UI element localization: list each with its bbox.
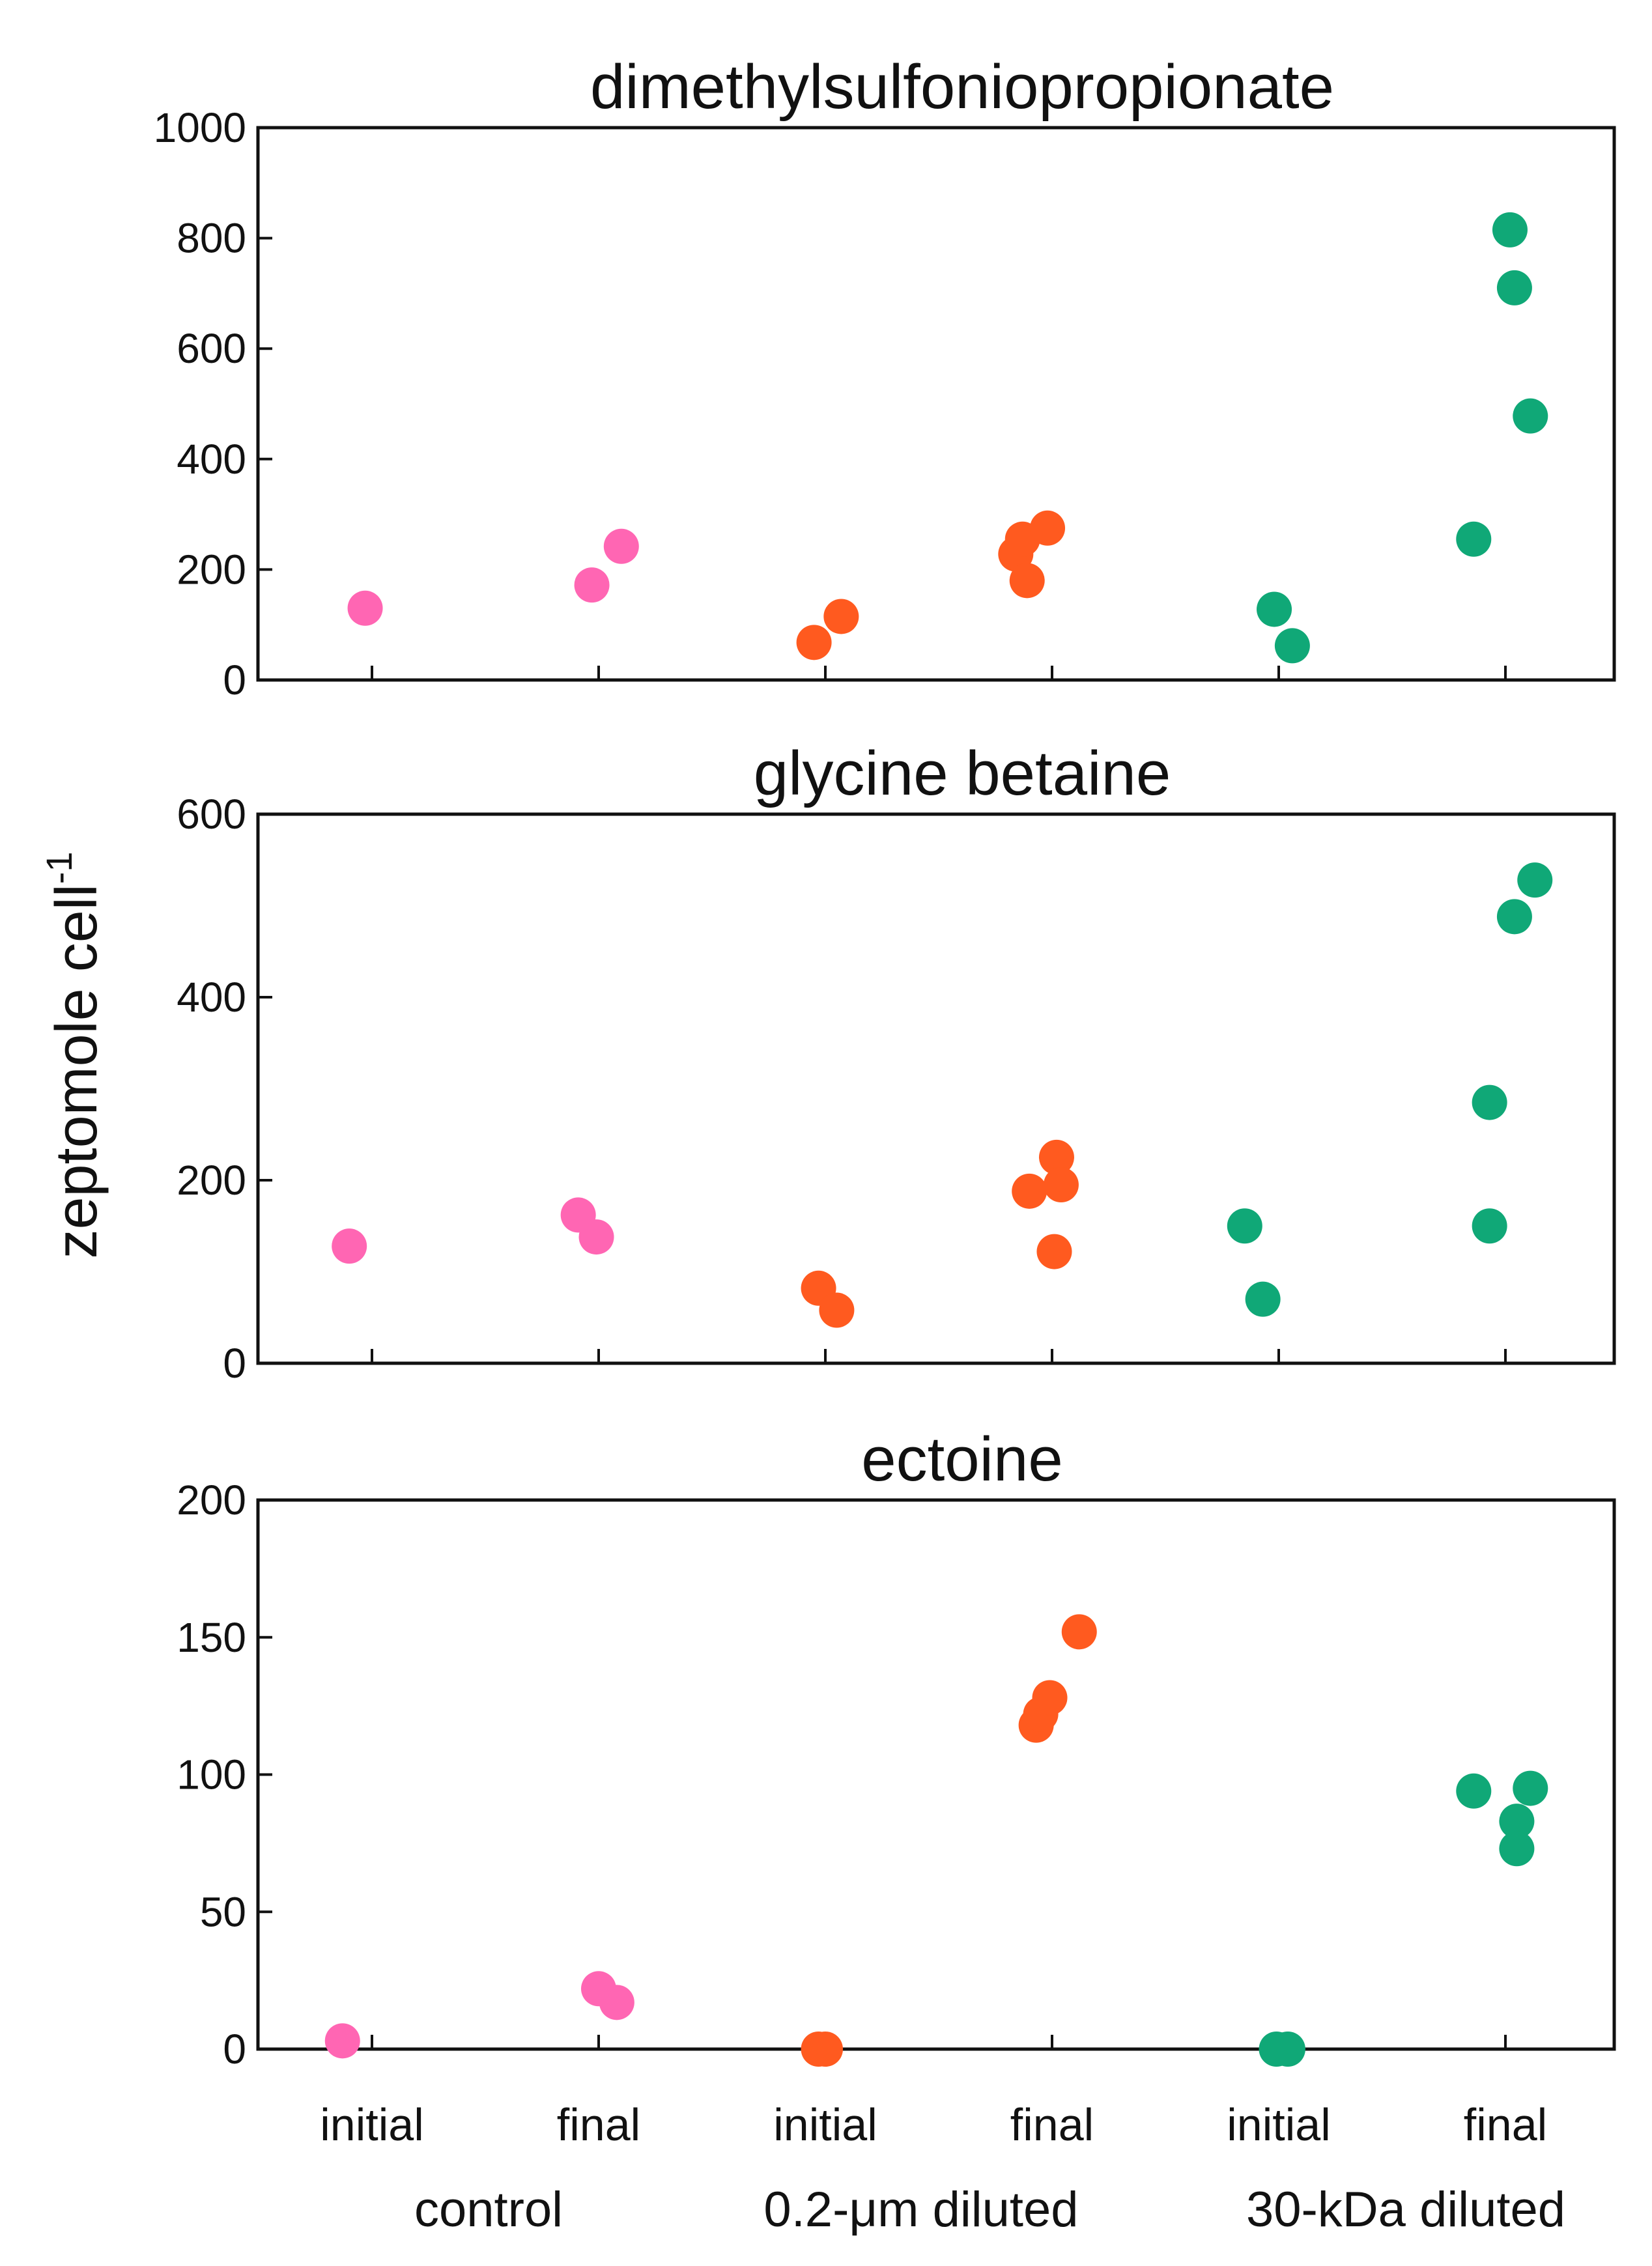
x-category-label-5: final xyxy=(1464,2099,1547,2150)
data-point-2-0 xyxy=(324,2023,360,2059)
data-point-1-6 xyxy=(1038,1139,1074,1175)
data-point-0-1 xyxy=(574,567,610,603)
data-point-1-2 xyxy=(578,1219,614,1255)
x-category-label-4: initial xyxy=(1227,2099,1331,2150)
data-point-1-8 xyxy=(1036,1234,1072,1269)
data-point-0-9 xyxy=(1257,591,1292,627)
data-point-2-12 xyxy=(1499,1804,1535,1839)
y-tick-label-0-5: 1000 xyxy=(154,104,246,151)
data-point-0-4 xyxy=(823,599,859,634)
y-tick-label-0-4: 800 xyxy=(177,215,246,262)
y-tick-label-1-0: 0 xyxy=(223,1340,246,1387)
y-tick-label-0-0: 0 xyxy=(223,657,246,703)
data-point-2-7 xyxy=(1032,1680,1068,1716)
y-tick-label-1-1: 200 xyxy=(177,1157,246,1204)
data-point-2-2 xyxy=(599,1985,634,2020)
y-axis-title-text: zeptomole cell xyxy=(44,884,109,1258)
y-tick-label-0-3: 600 xyxy=(177,325,246,372)
data-point-0-12 xyxy=(1492,212,1528,248)
x-category-label-2: initial xyxy=(773,2099,877,2150)
data-point-1-11 xyxy=(1472,1084,1507,1120)
data-point-0-0 xyxy=(347,590,383,626)
y-tick-label-2-4: 200 xyxy=(177,1477,246,1523)
data-point-2-4 xyxy=(808,2032,843,2067)
panel-title-1: glycine betaine xyxy=(754,739,1171,808)
y-tick-label-2-1: 50 xyxy=(200,1888,246,1935)
data-point-0-13 xyxy=(1496,270,1532,305)
data-point-1-13 xyxy=(1496,899,1532,935)
data-point-2-11 xyxy=(1456,1773,1492,1809)
data-point-1-9 xyxy=(1227,1208,1262,1244)
y-tick-label-2-3: 150 xyxy=(177,1614,246,1661)
y-tick-label-2-0: 0 xyxy=(223,2026,246,2073)
data-point-1-5 xyxy=(1012,1173,1047,1209)
y-tick-label-0-2: 400 xyxy=(177,436,246,483)
data-point-0-3 xyxy=(796,625,832,660)
data-point-0-11 xyxy=(1456,521,1492,557)
plot-frame-2 xyxy=(256,1498,1616,2051)
data-point-1-4 xyxy=(819,1292,855,1328)
data-point-2-13 xyxy=(1499,1831,1535,1867)
group-label-2: 30-kDa diluted xyxy=(1246,2182,1565,2237)
group-label-0: control xyxy=(414,2182,563,2237)
x-category-label-0: initial xyxy=(320,2099,424,2150)
data-point-0-2 xyxy=(603,528,639,564)
data-point-0-14 xyxy=(1513,398,1548,434)
plot-frame-1 xyxy=(256,812,1616,1365)
data-point-2-8 xyxy=(1061,1614,1097,1650)
panel-title-0: dimethylsulfoniopropionate xyxy=(590,52,1334,122)
y-tick-label-1-3: 600 xyxy=(177,791,246,838)
panel-title-2: ectoine xyxy=(861,1424,1063,1494)
data-point-1-10 xyxy=(1245,1281,1281,1317)
data-point-0-10 xyxy=(1274,628,1310,664)
y-axis-title-superscript: -1 xyxy=(38,851,79,884)
data-point-0-8 xyxy=(1030,510,1066,546)
y-tick-label-0-1: 200 xyxy=(177,546,246,593)
data-point-2-10 xyxy=(1270,2032,1305,2067)
y-tick-label-2-2: 100 xyxy=(177,1751,246,1798)
y-tick-label-1-2: 400 xyxy=(177,974,246,1021)
group-label-1: 0.2-μm diluted xyxy=(763,2182,1078,2237)
data-point-1-14 xyxy=(1517,862,1553,898)
data-point-2-14 xyxy=(1513,1770,1548,1806)
data-point-0-7 xyxy=(1009,563,1045,599)
data-point-1-7 xyxy=(1043,1167,1079,1203)
plot-frame-0 xyxy=(256,126,1616,682)
x-category-label-3: final xyxy=(1010,2099,1094,2150)
x-category-label-1: final xyxy=(557,2099,640,2150)
y-axis-title: zeptomole cell-1 xyxy=(38,851,109,1258)
data-point-1-12 xyxy=(1472,1208,1507,1244)
data-point-1-0 xyxy=(332,1228,367,1264)
